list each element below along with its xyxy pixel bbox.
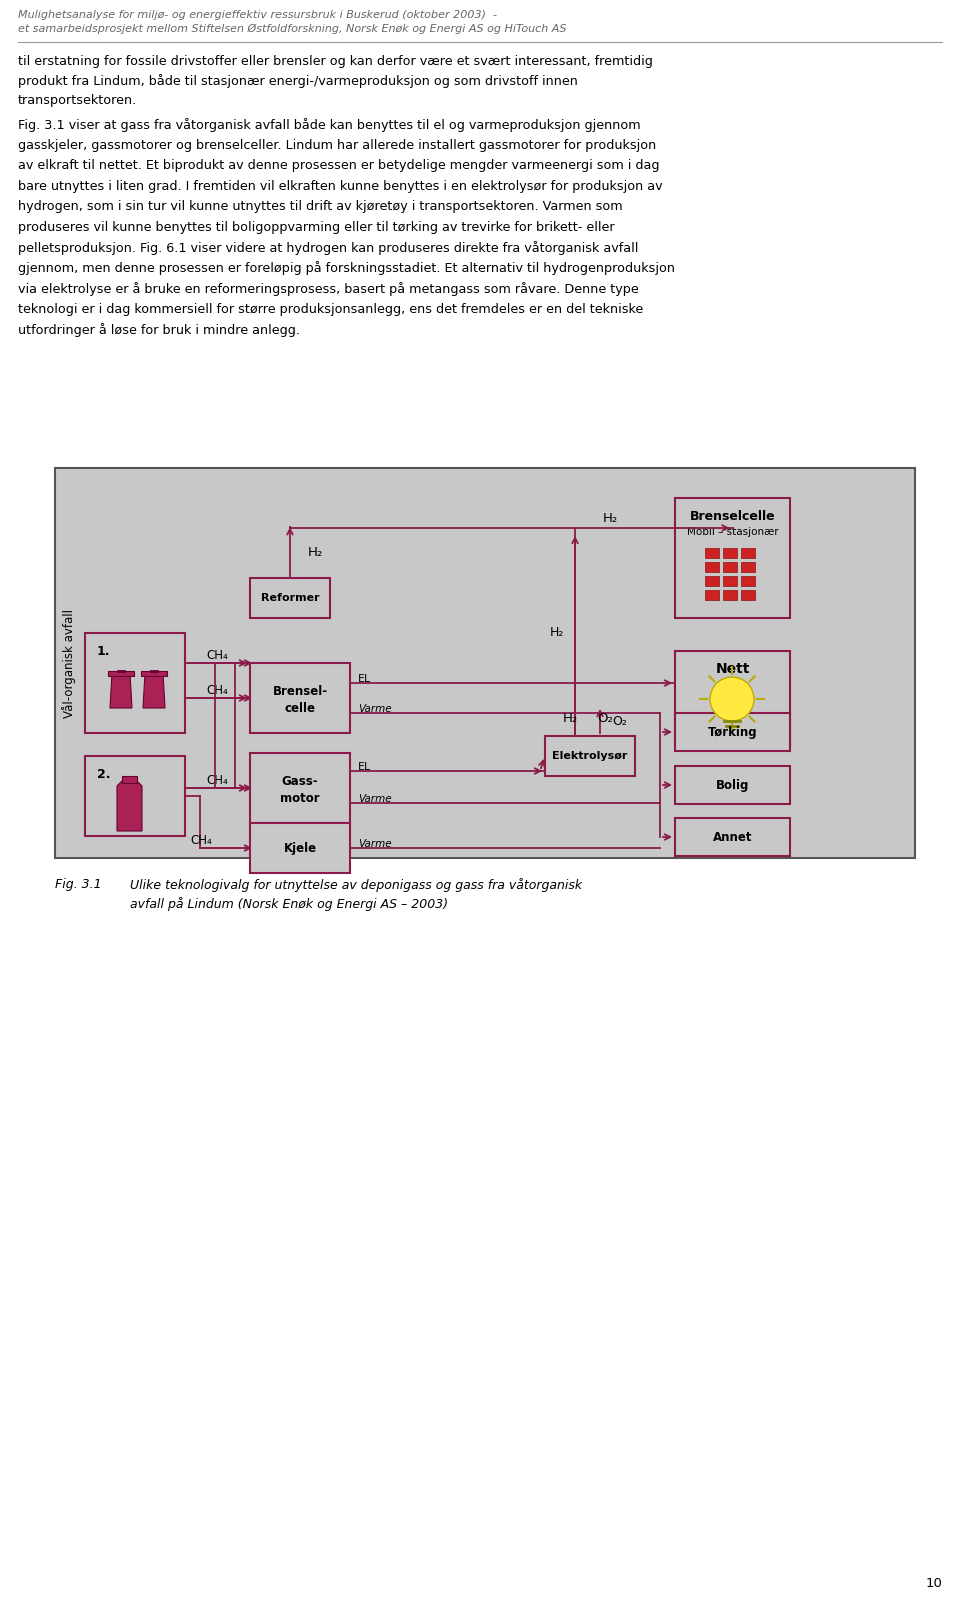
Text: Mobil – stasjonær: Mobil – stasjonær xyxy=(686,528,779,537)
Text: O₂: O₂ xyxy=(612,714,627,727)
Text: teknologi er i dag kommersiell for større produksjonsanlegg, ens det fremdeles e: teknologi er i dag kommersiell for størr… xyxy=(18,302,643,315)
FancyBboxPatch shape xyxy=(250,753,350,822)
Text: pelletsproduksjon. Fig. 6.1 viser videre at hydrogen kan produseres direkte fra : pelletsproduksjon. Fig. 6.1 viser videre… xyxy=(18,241,638,254)
Text: til erstatning for fossile drivstoffer eller brensler og kan derfor være et svær: til erstatning for fossile drivstoffer e… xyxy=(18,55,653,106)
Text: H₂: H₂ xyxy=(550,626,564,639)
FancyBboxPatch shape xyxy=(705,576,719,586)
FancyBboxPatch shape xyxy=(741,591,755,600)
Text: bare utnyttes i liten grad. I fremtiden vil elkraften kunne benyttes i en elektr: bare utnyttes i liten grad. I fremtiden … xyxy=(18,180,662,193)
FancyBboxPatch shape xyxy=(55,468,915,858)
Text: Gass-: Gass- xyxy=(281,774,319,787)
FancyBboxPatch shape xyxy=(675,766,790,804)
Text: et samarbeidsprosjekt mellom Stiftelsen Østfoldforskning, Norsk Enøk og Energi A: et samarbeidsprosjekt mellom Stiftelsen … xyxy=(18,24,566,34)
Text: Kjele: Kjele xyxy=(283,842,317,854)
FancyBboxPatch shape xyxy=(705,591,719,600)
Circle shape xyxy=(710,677,754,721)
Text: utfordringer å løse for bruk i mindre anlegg.: utfordringer å løse for bruk i mindre an… xyxy=(18,323,300,336)
Text: H₂: H₂ xyxy=(308,547,324,560)
Text: Ulike teknologivalg for utnyttelse av deponigass og gass fra våtorganisk
avfall : Ulike teknologivalg for utnyttelse av de… xyxy=(130,879,582,911)
FancyBboxPatch shape xyxy=(675,499,790,618)
Text: Fig. 3.1 viser at gass fra våtorganisk avfall både kan benyttes til el og varmep: Fig. 3.1 viser at gass fra våtorganisk a… xyxy=(18,117,640,132)
Text: 2.: 2. xyxy=(97,767,110,780)
Text: hydrogen, som i sin tur vil kunne utnyttes til drift av kjøretøy i transportsekt: hydrogen, som i sin tur vil kunne utnytt… xyxy=(18,200,623,212)
Text: CH₄: CH₄ xyxy=(190,833,212,846)
FancyBboxPatch shape xyxy=(108,671,134,676)
Text: produseres vil kunne benyttes til boligoppvarming eller til tørking av trevirke : produseres vil kunne benyttes til boligo… xyxy=(18,220,614,233)
FancyBboxPatch shape xyxy=(741,562,755,573)
FancyBboxPatch shape xyxy=(741,549,755,558)
Text: via elektrolyse er å bruke en reformeringsprosess, basert på metangass som råvar: via elektrolyse er å bruke en reformerin… xyxy=(18,282,638,296)
FancyBboxPatch shape xyxy=(545,735,635,776)
Text: celle: celle xyxy=(284,702,316,714)
Text: Brensel-: Brensel- xyxy=(273,684,327,697)
FancyBboxPatch shape xyxy=(250,578,330,618)
Text: 1.: 1. xyxy=(97,645,110,658)
Text: Varme: Varme xyxy=(358,838,392,850)
Text: Elektrolysør: Elektrolysør xyxy=(552,751,628,761)
Text: CH₄: CH₄ xyxy=(206,648,228,661)
FancyBboxPatch shape xyxy=(675,713,790,751)
FancyBboxPatch shape xyxy=(723,576,737,586)
Text: Bolig: Bolig xyxy=(716,779,749,792)
FancyBboxPatch shape xyxy=(723,562,737,573)
Text: H₂: H₂ xyxy=(602,512,617,525)
FancyBboxPatch shape xyxy=(741,576,755,586)
Text: 10: 10 xyxy=(925,1577,942,1590)
Polygon shape xyxy=(143,673,165,708)
Text: CH₄: CH₄ xyxy=(206,684,228,697)
FancyBboxPatch shape xyxy=(723,549,737,558)
Text: O₂: O₂ xyxy=(597,711,612,724)
Polygon shape xyxy=(110,673,132,708)
Text: motor: motor xyxy=(280,792,320,804)
FancyBboxPatch shape xyxy=(250,663,350,734)
FancyBboxPatch shape xyxy=(85,756,185,837)
Text: Varme: Varme xyxy=(358,793,392,804)
Polygon shape xyxy=(117,780,142,830)
Text: Fig. 3.1: Fig. 3.1 xyxy=(55,879,102,891)
Text: Reformer: Reformer xyxy=(261,594,320,603)
Text: CH₄: CH₄ xyxy=(206,774,228,787)
FancyBboxPatch shape xyxy=(705,562,719,573)
Text: H₂: H₂ xyxy=(563,711,578,724)
Text: gasskjeler, gassmotorer og brenselceller. Lindum har allerede installert gassmot: gasskjeler, gassmotorer og brenselceller… xyxy=(18,138,657,151)
FancyBboxPatch shape xyxy=(85,632,185,734)
FancyBboxPatch shape xyxy=(122,776,137,784)
Text: Brenselcelle: Brenselcelle xyxy=(689,510,776,523)
Text: av elkraft til nettet. Et biprodukt av denne prosessen er betydelige mengder var: av elkraft til nettet. Et biprodukt av d… xyxy=(18,159,660,172)
FancyBboxPatch shape xyxy=(675,652,790,747)
Text: EL: EL xyxy=(358,763,372,772)
Text: Tørking: Tørking xyxy=(708,726,757,739)
Text: gjennom, men denne prosessen er foreløpig på forskningsstadiet. Et alternativ ti: gjennom, men denne prosessen er foreløpi… xyxy=(18,262,675,275)
FancyBboxPatch shape xyxy=(250,822,350,874)
Text: EL: EL xyxy=(358,674,372,684)
FancyBboxPatch shape xyxy=(723,591,737,600)
FancyBboxPatch shape xyxy=(141,671,167,676)
Text: Nett: Nett xyxy=(715,661,750,676)
FancyBboxPatch shape xyxy=(675,817,790,856)
Text: Annet: Annet xyxy=(712,830,753,843)
Text: Vål-organisk avfall: Vål-organisk avfall xyxy=(62,608,76,718)
Text: Varme: Varme xyxy=(358,705,392,714)
Text: Mulighetsanalyse for miljø- og energieffektiv ressursbruk i Buskerud (oktober 20: Mulighetsanalyse for miljø- og energieff… xyxy=(18,10,497,19)
FancyBboxPatch shape xyxy=(705,549,719,558)
